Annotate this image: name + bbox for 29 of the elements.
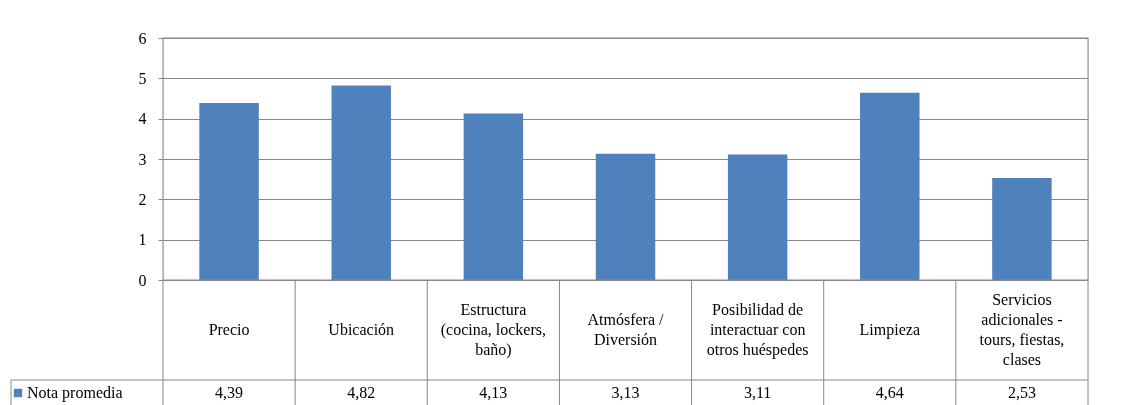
data-label: 3,11 <box>743 384 772 401</box>
y-tick-label: 5 <box>138 69 147 87</box>
y-tick-label: 6 <box>138 29 147 47</box>
bar <box>199 102 259 280</box>
x-tick-label: Posibilidad de interactuar con otros huéspedes <box>706 301 809 359</box>
y-tick-label: 2 <box>138 190 147 208</box>
y-tick-label: 1 <box>138 231 147 249</box>
bar <box>860 92 920 280</box>
bar <box>595 153 656 280</box>
y-tick-label: 4 <box>138 110 147 128</box>
data-label: 3,13 <box>611 384 640 401</box>
x-tick-label: Servicios adicionales - tours, fiestas, clases <box>979 291 1065 368</box>
y-tick-label: 3 <box>138 150 147 168</box>
bar <box>331 85 391 280</box>
legend-label: Nota promedia <box>27 384 123 402</box>
data-label: 4,64 <box>875 384 904 401</box>
x-tick-label: Limpieza <box>859 321 920 339</box>
bar <box>992 177 1052 280</box>
x-tick-label: Atmósfera / Diversión <box>587 311 665 348</box>
bar <box>463 113 524 280</box>
x-tick-label: Precio <box>208 321 250 338</box>
data-label: 4,82 <box>347 384 376 401</box>
bar <box>727 154 788 280</box>
x-tick-label: Ubicación <box>328 321 395 338</box>
y-tick-label: 0 <box>138 271 147 289</box>
x-tick-label: Estructura (cocina, lockers, baño) <box>440 301 546 359</box>
data-label: 2,53 <box>1007 384 1036 401</box>
data-label: 4,13 <box>479 384 508 401</box>
data-label: 4,39 <box>215 384 244 401</box>
